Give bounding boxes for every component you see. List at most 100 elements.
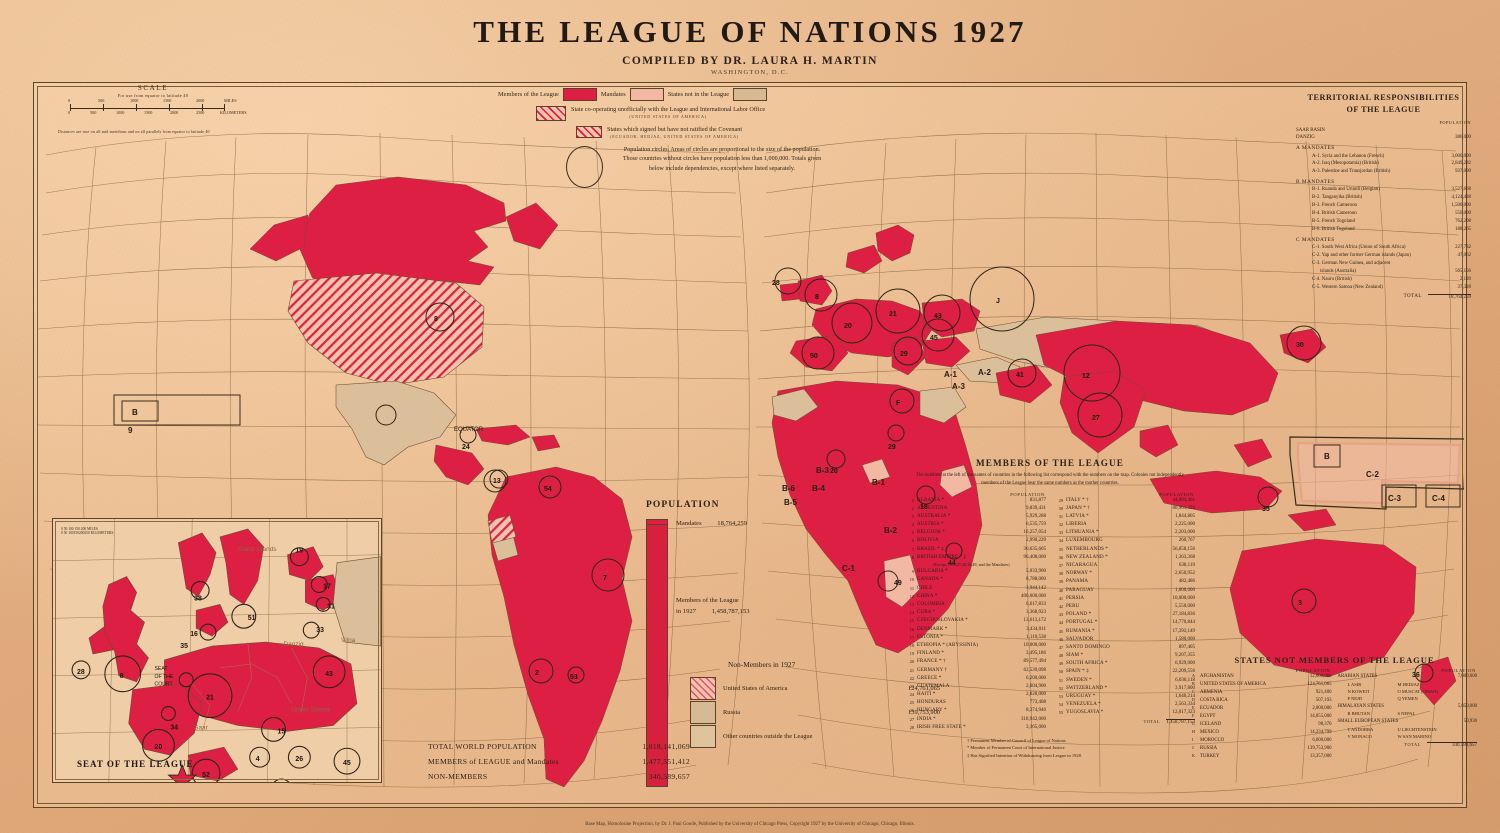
svg-text:30: 30 <box>1296 342 1304 349</box>
population-nonmember-row: Russia 139,753,900 <box>690 700 940 724</box>
member-row: 2 ARGENTINA 9,839,431 <box>905 505 1046 513</box>
region-persia <box>995 364 1053 404</box>
member-number: 29 <box>1058 497 1063 503</box>
non-member-name: MOROCCO <box>1200 737 1225 743</box>
non-member-name: RUSSIA <box>1200 745 1218 751</box>
territorial-group-row: C MANDATES <box>1296 236 1471 245</box>
member-population: 6,929,000 <box>1175 661 1195 667</box>
member-population: 16,257,054 <box>1023 530 1047 536</box>
page-title: THE LEAGUE OF NATIONS 1927 <box>473 14 1027 49</box>
member-row: 44 PORTUGAL * 14,770,844 <box>1054 619 1195 627</box>
territorial-row-name: C-5. Western Samoa (New Zealand) <box>1312 284 1383 290</box>
territorial-row: B-3. French Cameroon 1,500,000 <box>1296 202 1471 210</box>
territorial-row-pop: 227,732 <box>1455 245 1471 251</box>
region-scandinavia <box>875 224 915 262</box>
territorial-title-line2: OF THE LEAGUE <box>1346 105 1421 115</box>
member-name: BRITISH EMPIRE * ‡ <box>917 554 967 560</box>
member-population: 482,486 <box>1178 579 1195 585</box>
legend-members-swatch <box>562 88 597 101</box>
territorial-row: DANZIG 386,000 <box>1296 134 1471 142</box>
member-row: 12 CHINA * 400,000,000 <box>905 593 1046 601</box>
region-balkans <box>921 336 971 368</box>
svg-text:C-2: C-2 <box>1366 470 1379 479</box>
svg-text:9: 9 <box>128 426 133 435</box>
territorial-row-pop: 550,000 <box>1455 211 1471 217</box>
member-number: 45 <box>1058 628 1063 634</box>
svg-text:29: 29 <box>888 444 896 451</box>
svg-text:B-3: B-3 <box>816 466 829 475</box>
svg-text:21: 21 <box>889 311 897 318</box>
member-number: 37 <box>1058 563 1063 568</box>
member-name: LIBERIA <box>1066 522 1087 528</box>
non-member-group-row: ARABIAN STATES 7,000,000 <box>1338 673 1478 681</box>
member-population: 89,577,494 <box>1023 659 1047 665</box>
member-number: 38 <box>1058 571 1063 577</box>
member-number: 25 <box>909 700 914 706</box>
member-number: 27 <box>909 716 914 722</box>
member-name: COLOMBIA <box>917 602 945 608</box>
member-row: 7 BRAZIL * ‡ 30,635,605 <box>905 546 1046 554</box>
member-name: DENMARK * <box>917 626 948 632</box>
member-number: 43 <box>1058 612 1063 618</box>
member-row: 23 GUATEMALA 2,004,900 <box>905 683 1046 691</box>
member-number: 48 <box>1058 653 1063 659</box>
non-member-letter: I <box>1192 736 1194 742</box>
compiler-credit: COMPILED BY DR. LAURA H. MARTIN <box>622 55 878 67</box>
member-population: 3,368,923 <box>1026 610 1046 616</box>
non-members-chart-header: Non-Members in 1927 <box>728 660 796 669</box>
member-name: PERU <box>1066 603 1080 609</box>
member-population: 638,119 <box>1178 563 1195 568</box>
member-row: 9 BULGARIA * 5,033,900 <box>905 568 1046 576</box>
population-mandates-value: 18,764,259 <box>717 520 747 527</box>
region-australia <box>1229 538 1417 678</box>
territorial-rows: SAAR BASIN DANZIG 386,000 A MANDATES A-1. Sy… <box>1296 127 1471 292</box>
svg-text:18: 18 <box>920 504 928 511</box>
svg-text:Saar: Saar <box>194 724 208 731</box>
member-number: 14 <box>909 610 914 616</box>
member-name: AUSTRIA * <box>917 522 944 528</box>
territorial-row-name: A-2. Iraq (Mesopotamia) (British) <box>1312 161 1379 167</box>
inset-title: SEAT OF THE LEAGUE <box>77 759 194 769</box>
members-title: MEMBERS OF THE LEAGUE <box>976 458 1124 468</box>
population-nonmember-swatch <box>690 724 716 748</box>
territorial-row-pop: 4,124,438 <box>1451 195 1471 201</box>
territorial-total-row: TOTAL 18,764,259 <box>1296 293 1471 300</box>
svg-text:45: 45 <box>930 335 938 342</box>
region-norway-sweden <box>845 244 883 274</box>
member-population: 3,495,186 <box>1026 651 1046 657</box>
member-name: YUGOSLAVIA * <box>1066 710 1104 716</box>
inset-baltic-states <box>305 574 342 611</box>
territorial-row-name: B-4. British Cameroon <box>1312 211 1357 217</box>
member-row: 37 NICARAGUA 638,119 <box>1054 562 1195 570</box>
member-number: 4 <box>911 522 914 528</box>
member-number: 5 <box>911 530 914 536</box>
member-population: 897,405 <box>1178 644 1195 650</box>
territorial-row-pop: 2,120 <box>1459 276 1471 282</box>
member-name: FRANCE * † <box>917 659 946 665</box>
member-population: 44,064,461 <box>1172 497 1196 503</box>
member-row: 29 ITALY * † 44,064,461 <box>1054 497 1195 505</box>
member-row: 14 CUBA * 3,368,923 <box>905 609 1046 617</box>
member-note: (Except 3,1/0,27,28,36,49, and the Manda… <box>933 562 1010 567</box>
non-member-letter: C <box>1192 688 1195 694</box>
member-row: 50 SPAIN * ‡ 22,209,556 <box>1054 668 1195 676</box>
svg-text:J: J <box>996 298 1000 305</box>
scale-graphic <box>58 101 248 115</box>
member-row: 18 ETHIOPIA * (ABYSSINIA) 10,000,000 <box>905 642 1046 650</box>
member-population: 12,017,323 <box>1172 710 1196 716</box>
population-nonmember-value: 124,761,065 <box>908 684 940 692</box>
svg-text:35: 35 <box>180 643 188 650</box>
non-member-group-population: 7,000,000 <box>1457 674 1477 679</box>
member-population: 1,000,000 <box>1175 587 1195 593</box>
member-name: SOUTH AFRICA * <box>1066 661 1108 667</box>
svg-text:34: 34 <box>170 724 178 731</box>
member-population: 14,770,844 <box>1172 620 1196 626</box>
member-number: 33 <box>1058 530 1063 536</box>
non-member-name: ECUADOR <box>1200 705 1224 711</box>
inset-denmark <box>195 604 229 637</box>
member-name: JAPAN * † <box>1066 505 1090 511</box>
territorial-row-name: B-5. French Togoland <box>1312 219 1355 225</box>
member-name: NORWAY * <box>1066 571 1092 577</box>
region-philippines <box>1233 438 1273 468</box>
